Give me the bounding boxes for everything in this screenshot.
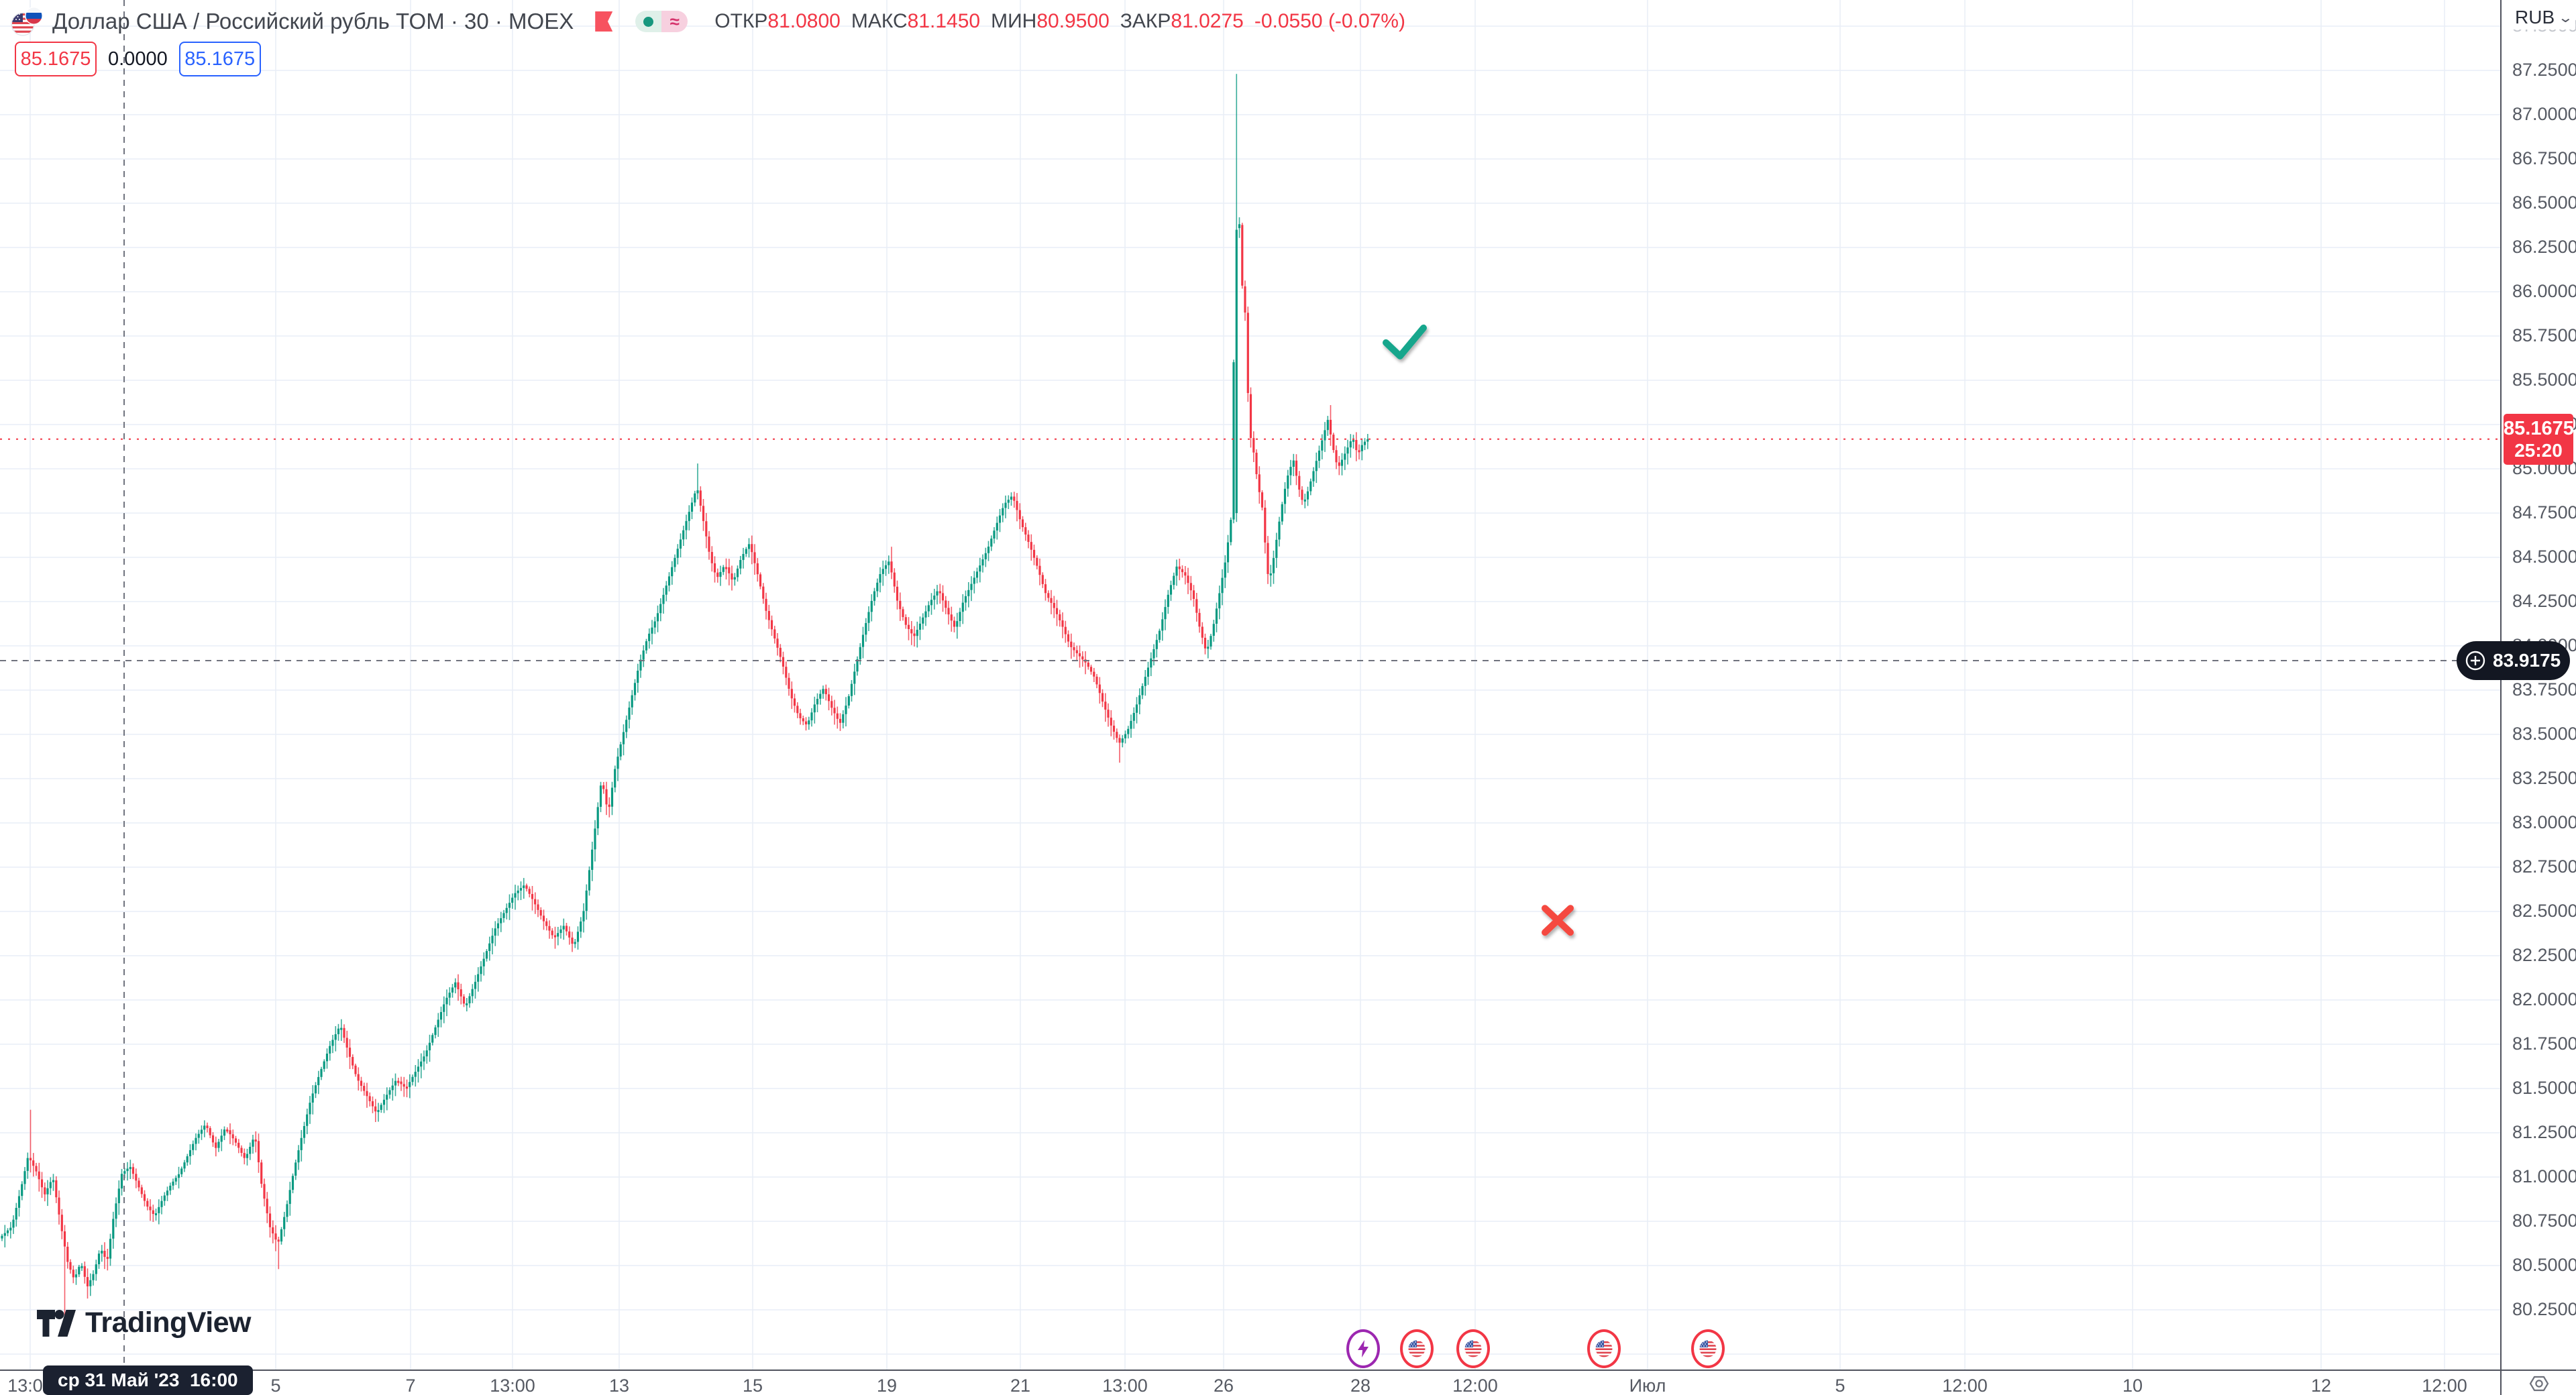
us-flag-event-icon bbox=[1699, 1340, 1717, 1357]
currency-label: RUB bbox=[2515, 7, 2555, 27]
us-flag-event-icon bbox=[1408, 1340, 1426, 1357]
tradingview-logo-text: TradingView bbox=[85, 1306, 252, 1339]
time-axis-label: 13:00 bbox=[490, 1376, 535, 1395]
time-axis-label: 12 bbox=[2310, 1376, 2332, 1395]
price-axis-label: 86.7500 bbox=[2512, 148, 2576, 168]
usd-rub-pair-icon bbox=[11, 7, 43, 36]
low-label: МИН bbox=[991, 10, 1037, 32]
open-label: ОТКР bbox=[714, 10, 768, 32]
chevron-down-icon: ⌄ bbox=[2557, 10, 2574, 25]
price-axis-label: 82.0000 bbox=[2512, 989, 2576, 1009]
price-axis-label: 84.7500 bbox=[2512, 502, 2576, 522]
time-axis-label: 21 bbox=[1010, 1376, 1031, 1395]
time-axis-label: 12:00 bbox=[1942, 1376, 1988, 1395]
time-axis-label: 15 bbox=[742, 1376, 763, 1395]
price-axis-label: 85.5000 bbox=[2512, 370, 2576, 390]
economic-event-us-flag[interactable] bbox=[1691, 1329, 1725, 1368]
symbol-title[interactable]: Доллар США / Российский рубль TOM · 30 ·… bbox=[52, 9, 574, 34]
last-price-badge: 85.1675 25:20 bbox=[2504, 414, 2574, 465]
market-status-pill[interactable]: ≈ bbox=[635, 11, 688, 32]
change-value: -0.0550 (-0.07%) bbox=[1254, 10, 1405, 32]
crosshair-price-value: 83.9175 bbox=[2493, 650, 2561, 671]
spread-value: 0.0000 bbox=[108, 48, 168, 70]
high-label: МАКС bbox=[851, 10, 908, 32]
time-axis-label: 12:00 bbox=[2422, 1376, 2467, 1395]
price-axis-label: 81.2500 bbox=[2512, 1122, 2576, 1142]
time-axis-label: 19 bbox=[876, 1376, 898, 1395]
price-axis-label: 87.0000 bbox=[2512, 104, 2576, 124]
time-axis-label: 10 bbox=[2122, 1376, 2143, 1395]
price-axis-label: 86.5000 bbox=[2512, 192, 2576, 213]
bar-countdown: 25:20 bbox=[2514, 440, 2563, 461]
chart-legend: Доллар США / Российский рубль TOM · 30 ·… bbox=[11, 7, 1405, 36]
economic-event-us-flag[interactable] bbox=[1587, 1329, 1621, 1368]
time-axis-label: 5 bbox=[1835, 1376, 1845, 1395]
time-axis-label: 5 bbox=[270, 1376, 281, 1395]
add-alert-plus-icon[interactable] bbox=[2463, 649, 2487, 673]
price-axis-label: 81.0000 bbox=[2512, 1166, 2576, 1186]
economic-event-us-flag[interactable] bbox=[1456, 1329, 1490, 1368]
low-value: 80.9500 bbox=[1036, 10, 1110, 32]
last-price-value: 85.1675 bbox=[2504, 418, 2574, 439]
price-axis-label: 82.5000 bbox=[2512, 901, 2576, 921]
price-axis-currency-selector[interactable]: RUB ⌄ bbox=[2511, 5, 2575, 30]
close-value: 81.0275 bbox=[1171, 10, 1244, 32]
tradingview-logo[interactable]: TradingView bbox=[37, 1306, 252, 1339]
lightning-icon bbox=[1358, 1340, 1368, 1357]
tradingview-logo-icon bbox=[37, 1309, 76, 1337]
price-axis-label: 86.2500 bbox=[2512, 237, 2576, 257]
price-axis-label: 80.5000 bbox=[2512, 1255, 2576, 1275]
price-axis-label: 84.2500 bbox=[2512, 591, 2576, 611]
price-axis-label: 83.2500 bbox=[2512, 768, 2576, 788]
price-axis-label: 85.7500 bbox=[2512, 325, 2576, 345]
price-axis-label: 87.2500 bbox=[2512, 60, 2576, 80]
ru-flag-icon bbox=[25, 7, 43, 25]
price-axis-label: 84.5000 bbox=[2512, 547, 2576, 567]
flagged-symbol-icon[interactable] bbox=[595, 11, 613, 32]
buy-button[interactable]: 85.1675 bbox=[178, 42, 261, 76]
price-axis-label: 82.2500 bbox=[2512, 945, 2576, 965]
time-axis-label: Июл bbox=[1629, 1376, 1666, 1395]
crosshair-time-value: ср 31 Май '23 16:00 bbox=[58, 1370, 238, 1390]
market-open-icon bbox=[635, 11, 662, 32]
time-axis[interactable]: 13:00 5 7 13:00 13 15 19 21 13:00 26 28 12:00 Июл 5 12… bbox=[0, 1370, 2576, 1395]
time-axis-label: 13 bbox=[608, 1376, 630, 1395]
time-axis-label: 13:00 bbox=[1102, 1376, 1148, 1395]
crosshair-time-tooltip: ср 31 Май '23 16:00 bbox=[43, 1365, 253, 1395]
axis-corner[interactable] bbox=[2500, 1371, 2576, 1395]
price-axis-label: 86.0000 bbox=[2512, 281, 2576, 301]
price-axis-label: 82.7500 bbox=[2512, 856, 2576, 877]
price-axis-label: 83.5000 bbox=[2512, 724, 2576, 744]
time-axis-label: 12:00 bbox=[1452, 1376, 1498, 1395]
us-flag-event-icon bbox=[1595, 1340, 1613, 1357]
economic-event-lightning[interactable] bbox=[1346, 1329, 1380, 1368]
price-axis-label: 81.7500 bbox=[2512, 1034, 2576, 1054]
ohlc-readout: ОТКР 81.0800 МАКС 81.1450 МИН 80.9500 ЗАКР 8… bbox=[714, 10, 1405, 33]
price-axis[interactable]: RUB ⌄ 87.500080.250080.500080.750081.000… bbox=[2500, 0, 2576, 1370]
high-value: 81.1450 bbox=[907, 10, 981, 32]
us-flag-event-icon bbox=[1464, 1340, 1482, 1357]
buy-sell-panel: 85.1675 0.0000 85.1675 bbox=[15, 42, 261, 76]
time-axis-label: 28 bbox=[1350, 1376, 1371, 1395]
price-axis-label: 81.5000 bbox=[2512, 1078, 2576, 1098]
price-axis-label: 80.2500 bbox=[2512, 1299, 2576, 1319]
price-axis-label: 83.0000 bbox=[2512, 812, 2576, 832]
time-axis-label: 26 bbox=[1213, 1376, 1234, 1395]
price-axis-label: 80.7500 bbox=[2512, 1211, 2576, 1231]
sell-button[interactable]: 85.1675 bbox=[15, 42, 97, 76]
economic-event-us-flag[interactable] bbox=[1400, 1329, 1434, 1368]
chart-settings-icon[interactable] bbox=[2526, 1374, 2553, 1394]
crosshair-price-badge[interactable]: 83.9175 bbox=[2457, 641, 2571, 680]
time-axis-label: 7 bbox=[405, 1376, 416, 1395]
delayed-data-icon: ≈ bbox=[661, 11, 688, 32]
price-axis-label: 83.7500 bbox=[2512, 679, 2576, 700]
close-label: ЗАКР bbox=[1120, 10, 1171, 32]
open-value: 81.0800 bbox=[767, 10, 841, 32]
